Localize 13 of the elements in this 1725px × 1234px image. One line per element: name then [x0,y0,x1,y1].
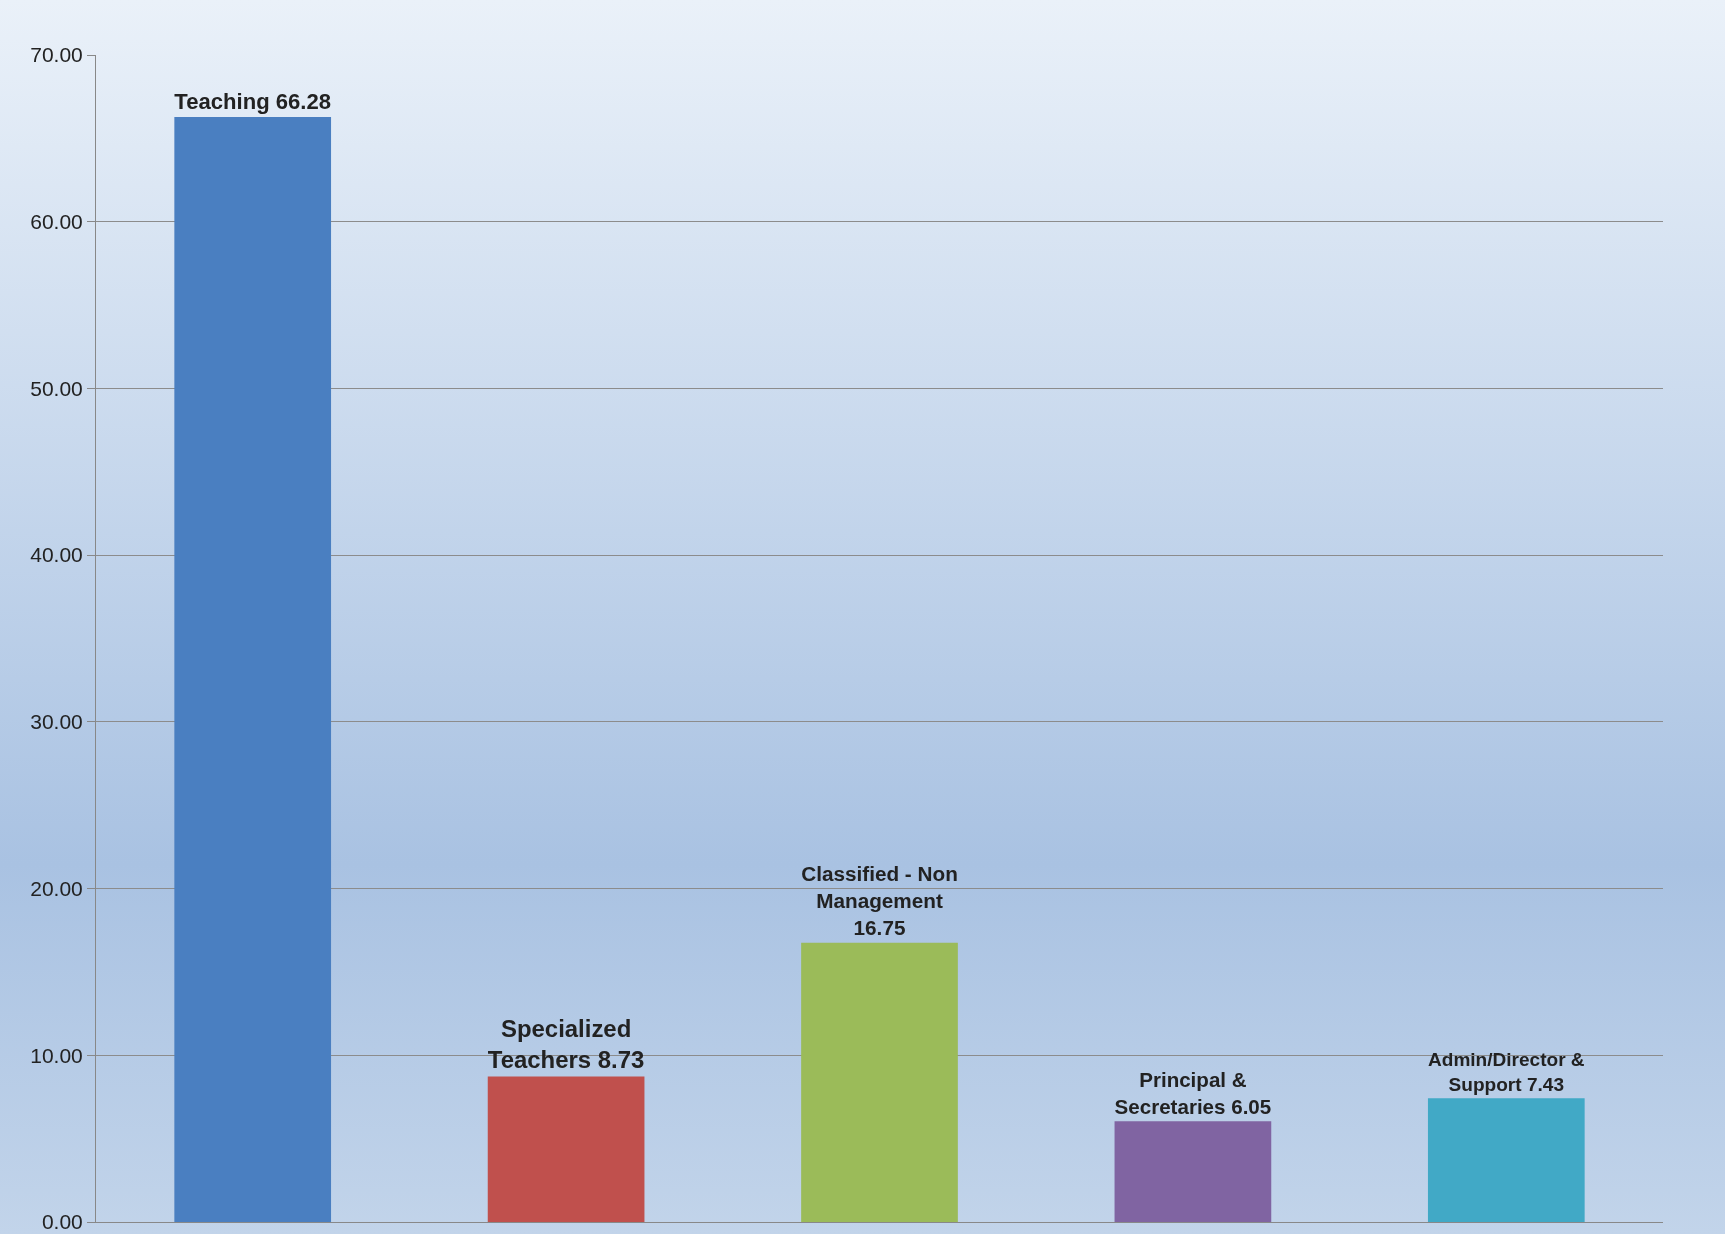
y-tick-label: 10.00 [30,1043,83,1067]
y-tick-label: 40.00 [30,543,83,567]
data-label: Principal & Secretaries 6.05 [1114,1067,1272,1118]
data-label: Teaching 66.28 [174,89,332,115]
y-tick-label: 50.00 [30,376,83,400]
y-tick-label: 0.00 [41,1210,83,1234]
data-label: Specialized Teachers 8.73 [487,1015,645,1074]
data-label: Classified - Non Management 16.75 [801,862,958,940]
y-tick-label: 60.00 [30,210,83,234]
y-tick-label: 30.00 [30,710,83,734]
data-label: Admin/Director & Support 7.43 [1427,1049,1585,1095]
y-tick-label: 20.00 [30,876,83,900]
y-tick-label: 70.00 [30,43,83,67]
